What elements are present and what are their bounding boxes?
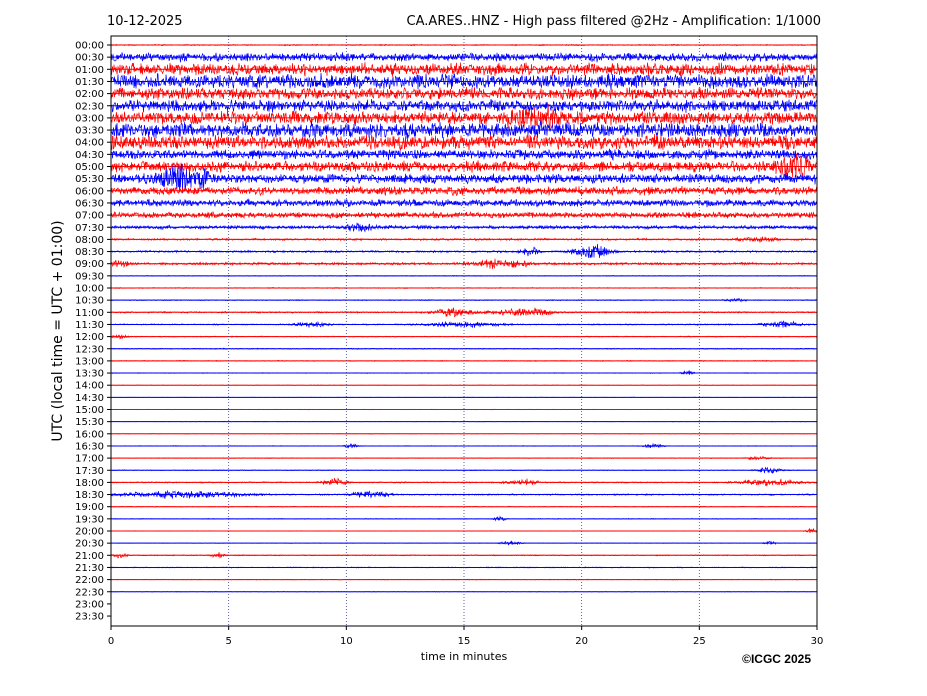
y-tick-label: 12:30 — [75, 344, 104, 355]
y-tick-label: 13:30 — [75, 369, 104, 380]
y-tick-label: 16:30 — [75, 441, 104, 452]
x-tick-label: 30 — [811, 636, 824, 647]
y-tick-label: 15:30 — [75, 417, 104, 428]
trace-2000 — [110, 527, 818, 534]
trace-0830 — [110, 243, 818, 259]
y-tick-label: 08:00 — [75, 235, 104, 246]
y-tick-label: 03:30 — [75, 126, 104, 137]
y-tick-label: 04:30 — [75, 150, 104, 161]
y-tick-label: 21:00 — [75, 551, 104, 562]
trace-0800 — [110, 236, 818, 244]
y-tick-label: 01:30 — [75, 77, 104, 88]
trace-1600 — [110, 433, 817, 435]
y-tick-label: 07:00 — [75, 211, 104, 222]
y-tick-label: 16:00 — [75, 429, 104, 440]
y-tick-label: 06:30 — [75, 198, 104, 209]
y-tick-label: 19:30 — [75, 514, 104, 525]
y-tick-label: 14:00 — [75, 381, 104, 392]
chart-title: CA.ARES..HNZ - High pass filtered @2Hz -… — [407, 14, 821, 29]
trace-1300 — [110, 359, 818, 363]
trace-1630 — [110, 443, 818, 449]
y-tick-label: 19:00 — [75, 502, 104, 513]
y-tick-label: 22:00 — [75, 575, 104, 586]
trace-1500 — [110, 408, 817, 411]
y-tick-label: 22:30 — [75, 587, 104, 598]
y-tick-label: 11:00 — [75, 308, 104, 319]
trace-1000 — [110, 286, 818, 290]
y-tick-label: 17:30 — [75, 466, 104, 477]
trace-1800 — [110, 477, 818, 487]
x-tick-label: 20 — [575, 636, 588, 647]
y-axis-label: UTC (local time = UTC + 01:00) — [50, 220, 66, 441]
y-tick-label: 05:00 — [75, 162, 104, 173]
y-tick-label: 00:00 — [75, 41, 104, 52]
y-tick-label: 23:00 — [75, 599, 104, 610]
y-tick-label: 14:30 — [75, 393, 104, 404]
x-tick-label: 25 — [693, 636, 706, 647]
x-tick-label: 0 — [108, 636, 114, 647]
y-tick-label: 05:30 — [75, 174, 104, 185]
y-tick-label: 18:30 — [75, 490, 104, 501]
y-tick-label: 21:30 — [75, 563, 104, 574]
trace-1530 — [110, 420, 817, 423]
y-tick-label: 20:00 — [75, 527, 104, 538]
y-tick-label: 02:00 — [75, 89, 104, 100]
trace-1030 — [110, 297, 818, 303]
y-tick-label: 07:30 — [75, 223, 104, 234]
trace-1900 — [111, 505, 818, 508]
y-tick-label: 20:30 — [75, 539, 104, 550]
y-tick-label: 12:00 — [75, 332, 104, 343]
x-axis-label: time in minutes — [421, 650, 508, 663]
y-tick-label: 02:30 — [75, 101, 104, 112]
trace-1830 — [110, 489, 818, 500]
trace-1700 — [110, 455, 818, 461]
y-tick-label: 23:30 — [75, 612, 104, 623]
y-tick-label: 08:30 — [75, 247, 104, 258]
chart-date: 10-12-2025 — [107, 14, 183, 29]
y-tick-label: 09:00 — [75, 259, 104, 270]
y-tick-label: 17:00 — [75, 454, 104, 465]
trace-0400 — [110, 133, 818, 151]
y-tick-label: 09:30 — [75, 271, 104, 282]
grid-lines — [228, 36, 700, 626]
copyright-text: ©ICGC 2025 — [742, 652, 811, 666]
trace-0730 — [110, 222, 818, 233]
y-tick-label: 00:30 — [75, 53, 104, 64]
trace-1430 — [111, 396, 818, 399]
y-tick-label: 13:00 — [75, 356, 104, 367]
x-tick-label: 15 — [458, 636, 471, 647]
x-tick-label: 10 — [340, 636, 353, 647]
x-tick-label: 5 — [225, 636, 231, 647]
y-tick-label: 03:00 — [75, 113, 104, 124]
y-tick-label: 18:00 — [75, 478, 104, 489]
y-tick-label: 10:00 — [75, 284, 104, 295]
y-tick-label: 11:30 — [75, 320, 104, 331]
trace-1730 — [110, 466, 818, 474]
y-tick-label: 15:00 — [75, 405, 104, 416]
trace-1400 — [111, 384, 817, 386]
y-tick-label: 06:00 — [75, 186, 104, 197]
trace-1930 — [110, 515, 818, 522]
y-tick-label: 01:00 — [75, 65, 104, 76]
x-axis-ticks: 0 5 10 15 20 25 30 — [108, 626, 824, 647]
trace-0300 — [110, 103, 818, 131]
y-tick-label: 10:30 — [75, 296, 104, 307]
trace-0600 — [110, 184, 818, 197]
y-tick-label: 04:00 — [75, 138, 104, 149]
